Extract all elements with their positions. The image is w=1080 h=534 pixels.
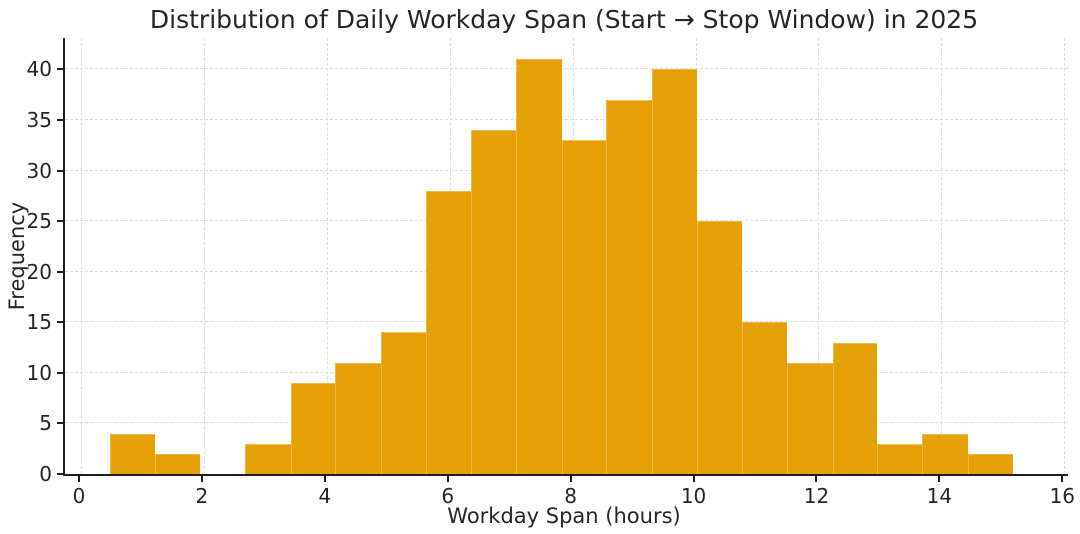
x-tick-label: 10 — [680, 484, 707, 508]
x-tick-mark — [569, 476, 572, 482]
y-tick-label: 0 — [39, 462, 52, 486]
histogram-bar — [832, 342, 878, 474]
y-tick-mark — [57, 220, 63, 223]
x-tick-label: 6 — [441, 484, 455, 508]
x-tick-mark — [323, 476, 326, 482]
x-tick-label: 12 — [803, 484, 830, 508]
y-tick-mark — [57, 270, 63, 273]
y-tick-mark — [57, 169, 63, 172]
y-tick-mark — [57, 321, 63, 324]
histogram-bar — [967, 453, 1013, 474]
x-gridline — [326, 38, 328, 474]
y-gridline — [65, 68, 1068, 70]
histogram-bar — [335, 362, 381, 474]
x-tick-label: 14 — [926, 484, 953, 508]
histogram-bar — [561, 140, 607, 474]
y-tick-label: 25 — [26, 209, 52, 234]
x-tick-label: 16 — [1049, 484, 1076, 508]
y-gridline — [65, 118, 1068, 120]
x-gridline — [941, 38, 943, 474]
x-gridline — [1064, 38, 1066, 474]
histogram-bar — [651, 69, 697, 474]
x-gridline — [80, 38, 82, 474]
x-tick-mark — [200, 476, 203, 482]
histogram-bar — [245, 443, 291, 474]
histogram-bar — [425, 190, 472, 474]
x-tick-label: 2 — [195, 484, 209, 508]
histogram-bar — [516, 59, 562, 474]
histogram-bar — [922, 433, 968, 474]
x-tick-mark — [77, 476, 80, 482]
y-tick-label: 35 — [26, 107, 52, 132]
chart-title: Distribution of Daily Workday Span (Star… — [149, 5, 979, 34]
x-gridline — [203, 38, 205, 474]
x-tick-label: 8 — [564, 484, 578, 508]
y-tick-label: 15 — [26, 310, 52, 335]
histogram-bar — [471, 130, 517, 474]
histogram-bar — [154, 453, 201, 474]
x-axis-label: Workday Span (hours) — [447, 504, 681, 528]
x-tick-mark — [1061, 476, 1064, 482]
histogram-bar — [380, 332, 426, 474]
x-tick-mark — [815, 476, 818, 482]
histogram-bar — [877, 443, 923, 474]
histogram-bar — [606, 99, 652, 474]
y-tick-label: 40 — [26, 57, 52, 82]
plot-inner — [65, 38, 1068, 474]
x-gridline — [818, 38, 820, 474]
y-tick-mark — [57, 118, 63, 121]
x-tick-label: 4 — [318, 484, 332, 508]
histogram-bar — [290, 382, 336, 474]
y-axis-label: Frequency — [5, 201, 29, 311]
histogram-bar — [109, 433, 155, 474]
y-tick-label: 20 — [26, 259, 52, 284]
plot-area — [63, 38, 1068, 476]
x-tick-mark — [938, 476, 941, 482]
y-tick-label: 5 — [39, 411, 52, 436]
x-tick-mark — [692, 476, 695, 482]
y-tick-mark — [57, 371, 63, 374]
y-tick-mark — [57, 68, 63, 71]
x-tick-mark — [446, 476, 449, 482]
y-tick-label: 10 — [26, 360, 52, 385]
histogram-bar — [742, 322, 788, 474]
x-tick-label: 0 — [72, 484, 86, 508]
histogram-bar — [787, 362, 833, 474]
y-tick-label: 30 — [26, 158, 52, 183]
y-tick-mark — [57, 422, 63, 425]
y-tick-mark — [57, 473, 63, 475]
histogram-bar — [696, 221, 743, 474]
